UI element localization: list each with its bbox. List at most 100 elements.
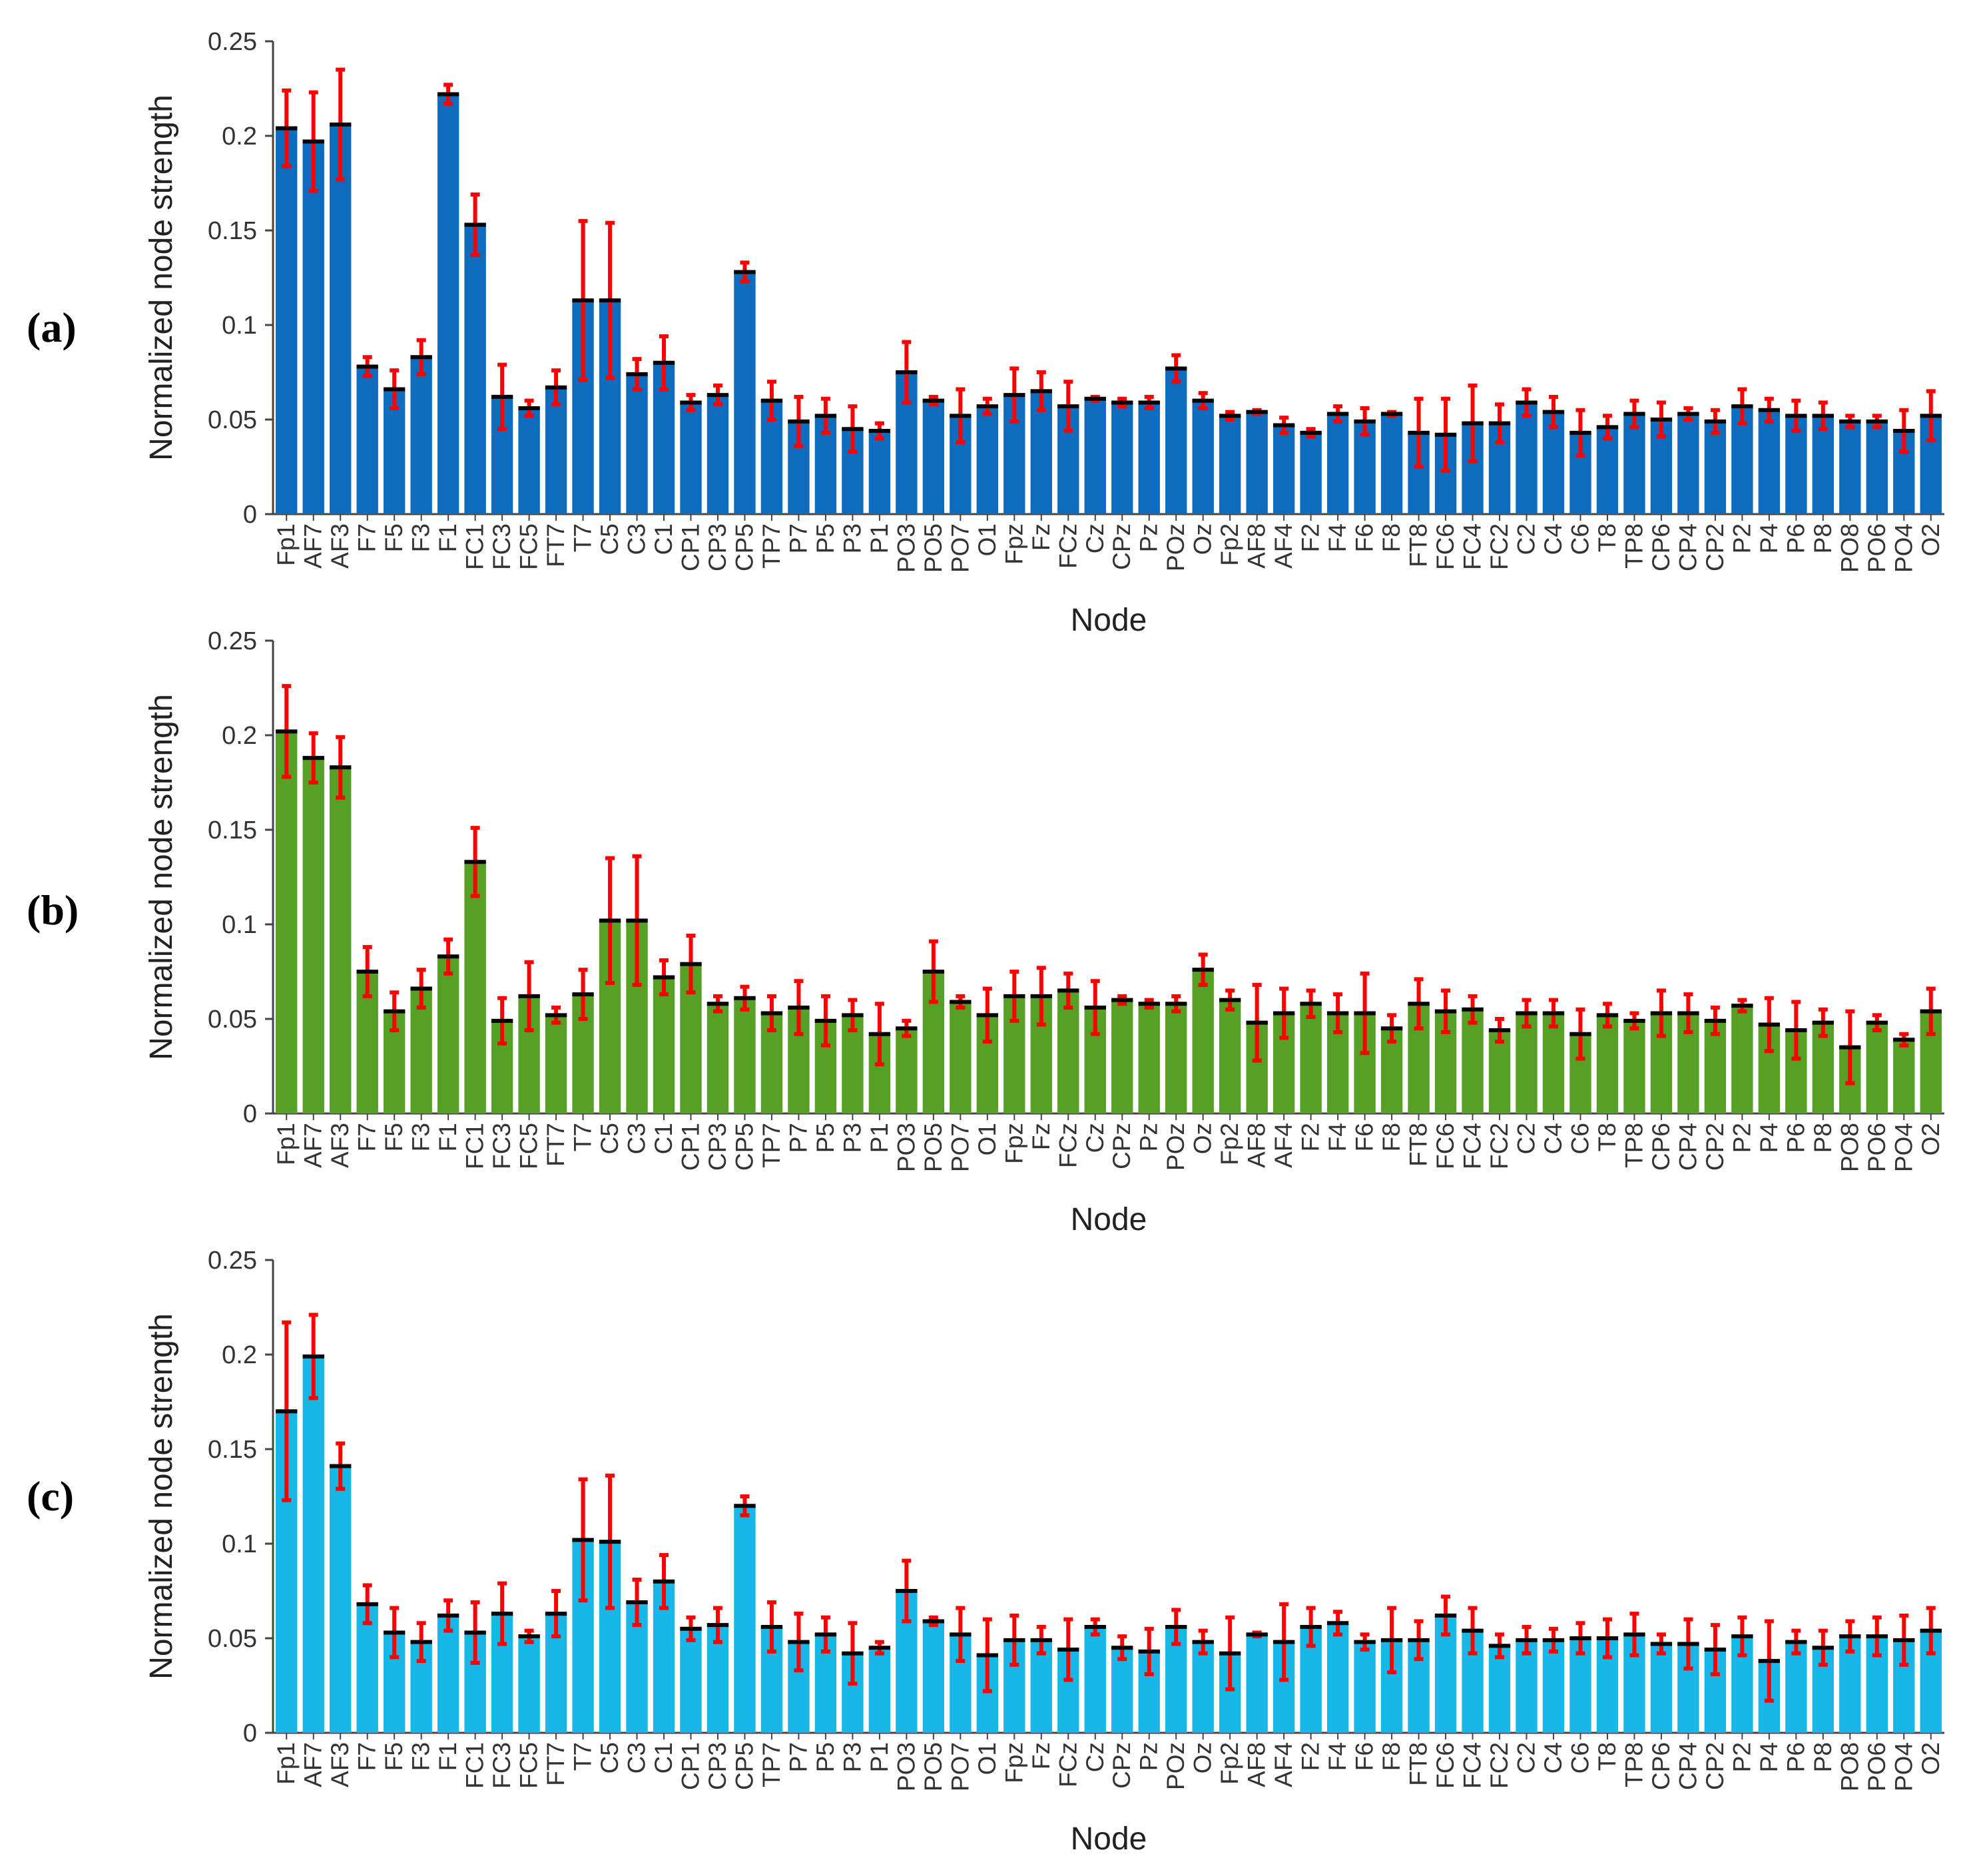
x-tick-label-CP2: CP2 [1701,1123,1729,1171]
bar-Cz [1084,398,1106,514]
x-tick-label-PO6: PO6 [1863,1123,1890,1172]
x-axis-title: Node [1071,1202,1147,1237]
x-tick-label-FC1: FC1 [461,1742,489,1789]
x-tick-label-FC6: FC6 [1432,1742,1459,1789]
x-tick-label-CPz: CPz [1108,1742,1135,1789]
bar-F2 [1300,432,1322,514]
x-tick-label-FC2: FC2 [1486,1742,1513,1789]
x-tick-label-F5: F5 [380,1742,408,1771]
x-tick-label-F2: F2 [1297,523,1324,552]
x-tick-label-P5: P5 [812,1742,839,1772]
x-tick-label-P6: P6 [1782,1742,1809,1772]
x-tick-label-P1: P1 [866,1742,893,1772]
bar-F7 [356,366,378,514]
bar-PO5 [922,400,945,514]
x-tick-label-Fz: Fz [1027,523,1055,551]
x-tick-label-C4: C4 [1540,523,1567,555]
x-tick-label-Fpz: Fpz [1000,1123,1027,1164]
x-tick-label-CP1: CP1 [677,1123,705,1171]
bar-F3 [410,357,432,514]
x-tick-label-O1: O1 [974,523,1001,556]
x-tick-label-C1: C1 [650,1123,677,1154]
x-tick-label-C5: C5 [596,1742,623,1773]
y-tick-label: 0.05 [208,1006,257,1034]
bar-CPz [1111,1648,1133,1733]
bar-F8 [1380,414,1403,514]
x-tick-label-FC6: FC6 [1432,1123,1459,1169]
x-tick-label-P3: P3 [838,1123,866,1153]
bar-C4 [1542,1640,1565,1733]
bar-P8 [1812,416,1835,514]
x-tick-label-Oz: Oz [1189,1123,1217,1154]
bar-AF3 [330,1466,352,1733]
bar-CPz [1111,402,1133,514]
bar-FC2 [1488,1646,1511,1733]
bar-Pz [1138,402,1160,514]
bar-FC4 [1462,1009,1484,1113]
x-tick-label-PO7: PO7 [946,1742,974,1791]
x-tick-label-FT7: FT7 [542,523,569,567]
x-tick-label-CP2: CP2 [1701,523,1729,571]
bar-PO6 [1866,421,1888,514]
x-tick-label-AF8: AF8 [1243,1123,1271,1168]
y-axis-title: Normalized node strength [144,1313,179,1680]
bar-TP8 [1623,1020,1645,1113]
x-tick-label-FC4: FC4 [1459,1742,1486,1789]
x-tick-label-P3: P3 [838,523,866,553]
panel-label-a: (a) [27,304,77,351]
bar-AF7 [302,758,324,1113]
x-tick-label-F6: F6 [1351,1123,1378,1151]
bar-FC5 [518,1636,540,1733]
x-tick-label-F4: F4 [1324,1123,1351,1151]
x-tick-label-FCz: FCz [1054,1742,1081,1787]
x-tick-label-T8: T8 [1593,1742,1621,1771]
bar-CP6 [1650,1644,1673,1733]
x-tick-label-P6: P6 [1782,523,1809,553]
x-tick-label-AF3: AF3 [326,1742,354,1787]
bar-AF3 [330,767,352,1113]
x-tick-label-PO6: PO6 [1863,1742,1890,1791]
bar-AF7 [302,1356,324,1733]
x-tick-label-CP6: CP6 [1647,1742,1675,1790]
x-tick-label-AF4: AF4 [1270,1123,1297,1168]
x-tick-label-FC5: FC5 [515,1123,543,1169]
bar-CP5 [734,272,756,514]
x-tick-label-P4: P4 [1755,1123,1783,1153]
bar-C2 [1516,1013,1538,1113]
bar-F1 [437,94,459,514]
x-tick-label-P5: P5 [812,1123,839,1153]
x-tick-label-PO7: PO7 [946,1123,974,1172]
x-tick-label-FCz: FCz [1054,1123,1081,1168]
y-tick-label: 0.05 [208,406,257,434]
x-tick-label-P5: P5 [812,523,839,553]
bar-F2 [1300,1004,1322,1113]
x-tick-label-FT8: FT8 [1405,1123,1432,1167]
x-tick-label-FC2: FC2 [1486,1123,1513,1169]
x-tick-label-P6: P6 [1782,1123,1809,1153]
bar-TP8 [1623,414,1645,514]
x-tick-label-O2: O2 [1917,1123,1944,1155]
bar-FC1 [464,224,486,514]
bar-Fp2 [1219,416,1241,514]
y-tick-label: 0 [243,1720,257,1747]
x-tick-label-T8: T8 [1593,1123,1621,1151]
bar-Pz [1138,1004,1160,1113]
bar-Fp1 [276,128,298,514]
x-tick-label-C3: C3 [623,1123,651,1154]
x-tick-label-CP5: CP5 [730,1742,758,1790]
x-tick-label-F5: F5 [380,523,408,552]
bar-F4 [1326,1623,1349,1733]
y-tick-label: 0.1 [222,312,257,340]
x-tick-label-P2: P2 [1728,1742,1755,1772]
x-tick-label-O1: O1 [974,1742,1001,1775]
bar-P1 [868,431,891,514]
bar-F6 [1354,421,1376,514]
x-tick-label-CP1: CP1 [677,1742,705,1790]
bar-T8 [1596,427,1619,514]
bar-O1 [976,406,999,514]
y-tick-label: 0.15 [208,816,257,844]
x-tick-label-Fp1: Fp1 [272,1123,300,1165]
x-tick-label-P4: P4 [1755,1742,1783,1772]
x-tick-label-TP8: TP8 [1620,1742,1647,1787]
x-tick-label-TP7: TP7 [758,1123,785,1168]
